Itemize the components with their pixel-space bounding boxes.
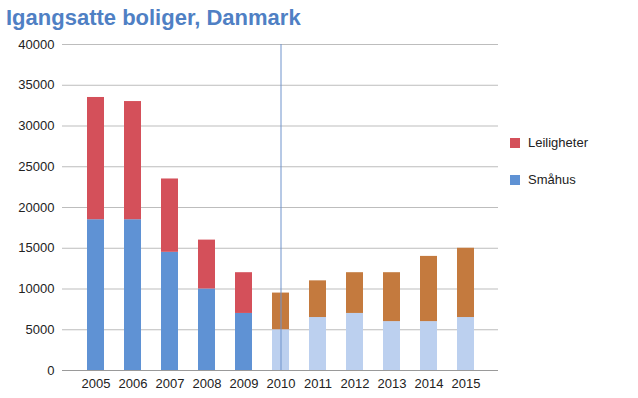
svg-text:2013: 2013 [378, 376, 407, 391]
svg-text:2012: 2012 [341, 376, 370, 391]
svg-text:2010: 2010 [267, 376, 296, 391]
svg-text:30000: 30000 [18, 118, 54, 133]
svg-text:35000: 35000 [18, 77, 54, 92]
svg-text:2015: 2015 [452, 376, 481, 391]
svg-text:40000: 40000 [18, 37, 54, 52]
svg-text:5000: 5000 [26, 322, 55, 337]
svg-text:2007: 2007 [156, 376, 185, 391]
svg-text:0: 0 [47, 363, 54, 378]
svg-text:2011: 2011 [304, 376, 332, 391]
svg-text:2005: 2005 [82, 376, 111, 391]
html-text:Igangsatte boliger, Danmark: Igangsatte boliger, Danmark [6, 5, 301, 30]
html-text:Småhus: Småhus [528, 172, 576, 187]
svg-text:15000: 15000 [18, 240, 54, 255]
svg-text:20000: 20000 [18, 200, 54, 215]
svg-text:2009: 2009 [230, 376, 259, 391]
svg-text:10000: 10000 [18, 281, 54, 296]
svg-text:2008: 2008 [193, 376, 222, 391]
html-text:Leiligheter: Leiligheter [528, 135, 588, 150]
svg-text:25000: 25000 [18, 159, 54, 174]
svg-text:2014: 2014 [415, 376, 444, 391]
svg-text:2006: 2006 [119, 376, 148, 391]
